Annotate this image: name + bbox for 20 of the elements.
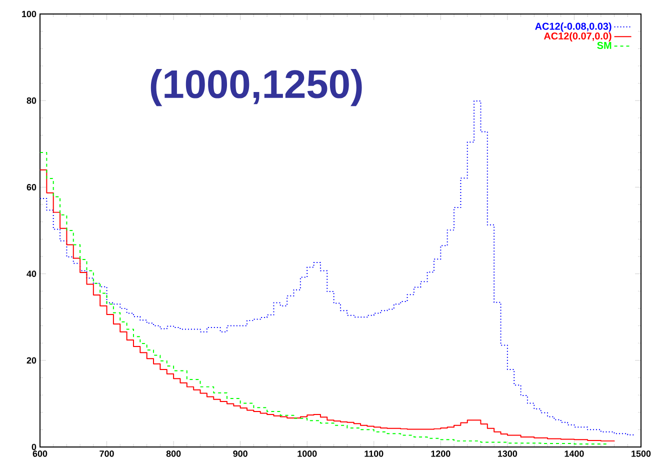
x-tick-label: 1000 [298,450,317,457]
text: (1000,1250) [150,69,362,106]
x-tick-label: 800 [166,450,181,457]
x-tick-label: 600 [32,450,48,457]
legend-label: AC12(0.07,0.0) [544,32,612,42]
x-tick-label: 700 [100,450,114,457]
legend-label: AC12(-0.08,0.03) [535,22,612,32]
y-tick-label: 0 [32,444,36,450]
x-tick-label: 900 [233,450,248,457]
x-tick-label: 1200 [431,450,450,457]
x-tick-label: 1300 [498,450,518,457]
x-tick-label: 1100 [364,450,384,457]
x-tick-label: 1400 [564,450,584,457]
legend-label: SM [597,42,612,49]
y-tick-label: 40 [26,270,36,277]
y-tick-label: 80 [26,97,36,104]
x-tick-label: 1500 [632,450,651,457]
y-tick-label: 100 [22,10,36,18]
y-tick-label: 60 [26,184,36,190]
y-tick-label: 20 [26,357,36,364]
